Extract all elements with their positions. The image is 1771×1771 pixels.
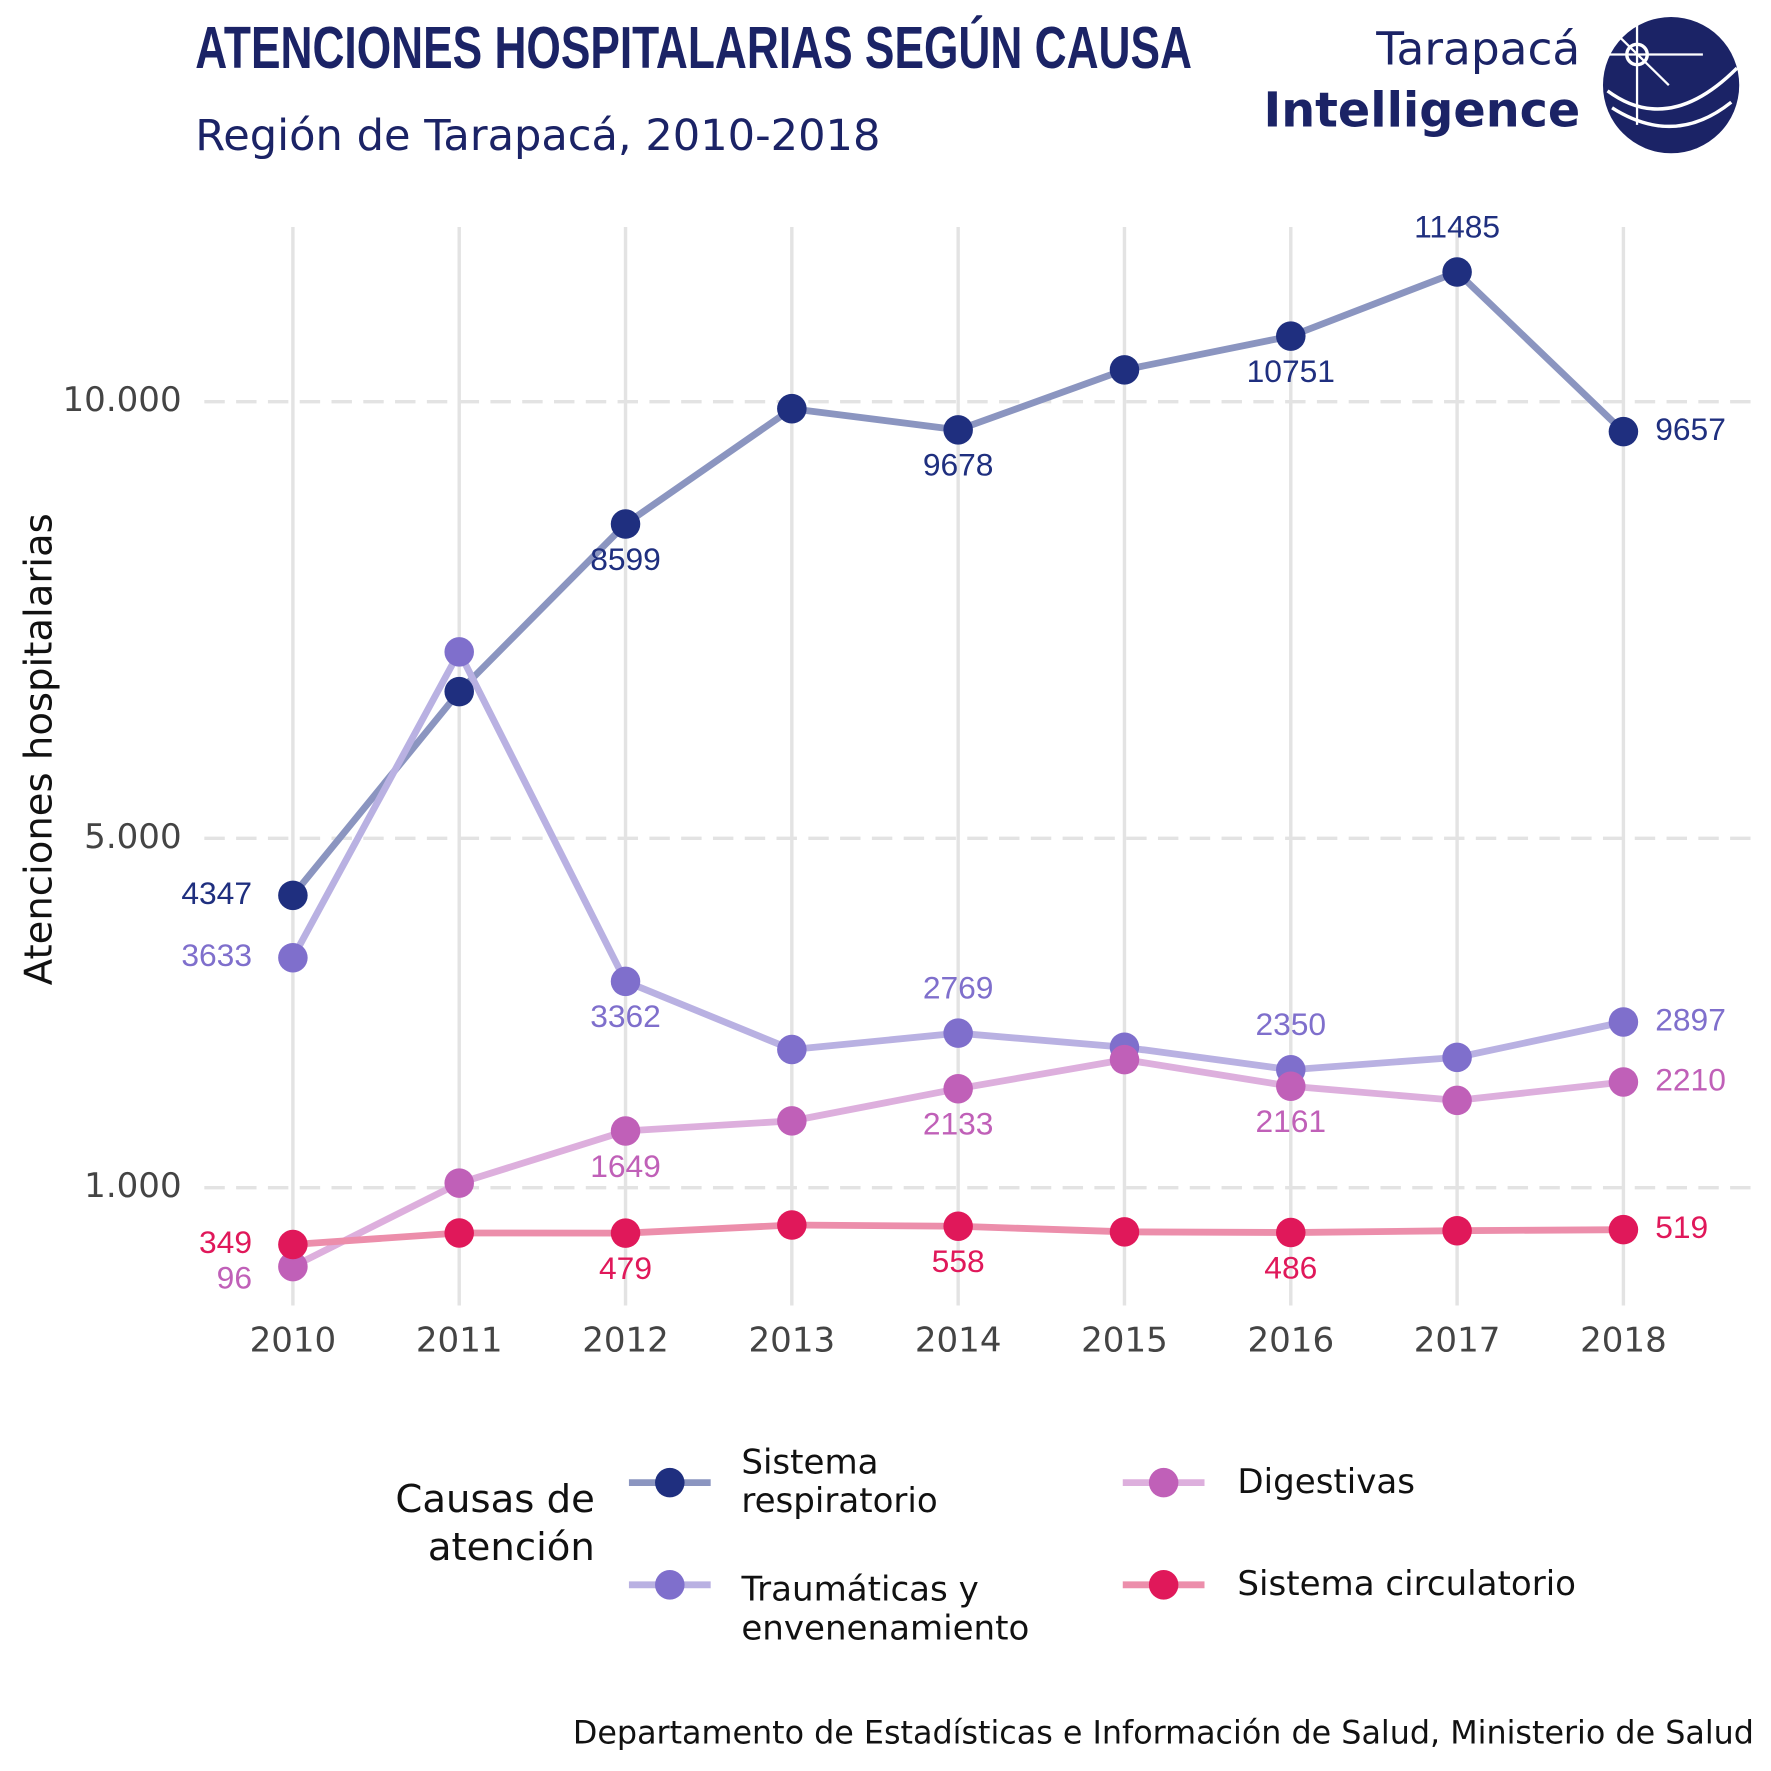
legend-entry-box: Sistema circulatorio (1237, 1564, 1577, 1605)
x-tick-label: 2013 (749, 1320, 836, 1360)
data-point (1608, 1214, 1639, 1245)
logo-text: Intelligence (1263, 84, 1580, 139)
y-axis-label: Atenciones hospitalarias (16, 513, 61, 985)
legend-title: Causas de atención (395, 1476, 595, 1571)
data-point (1276, 321, 1306, 351)
data-point (1442, 257, 1472, 287)
data-point (444, 637, 474, 667)
x-tick-label: 2017 (1414, 1320, 1501, 1360)
logo-text: Tarapacá (1375, 23, 1580, 76)
logo-icon (1602, 17, 1740, 154)
y-tick-label: 5.000 (84, 817, 181, 857)
data-point (1442, 1042, 1472, 1073)
data-label: 2350 (1255, 1006, 1326, 1042)
data-point (278, 1251, 308, 1282)
legend-title-box: Causas de atención (395, 1476, 595, 1571)
data-point (777, 1210, 807, 1240)
data-point (943, 1018, 973, 1048)
data-point (1442, 1215, 1472, 1246)
x-tick-label: 2012 (582, 1320, 669, 1360)
data-point (1276, 1217, 1306, 1248)
data-label: 3362 (590, 998, 661, 1034)
data-point (1608, 1067, 1639, 1097)
data-point (943, 1073, 973, 1104)
legend-marker (1148, 1467, 1179, 1498)
legend-entry-box: Digestivas (1237, 1462, 1416, 1502)
data-point (1109, 1217, 1140, 1247)
x-tick-label: 2018 (1580, 1320, 1667, 1360)
data-point (777, 1034, 807, 1065)
chart-subtitle: Región de Tarapacá, 2010-2018 (195, 111, 880, 161)
data-point (1442, 1085, 1472, 1116)
y-tick-label: 10.000 (63, 380, 182, 420)
x-tick-label: 2014 (915, 1320, 1002, 1360)
data-point (444, 1168, 474, 1198)
data-point (278, 880, 308, 911)
data-point (1109, 1044, 1140, 1075)
data-point (444, 1218, 474, 1248)
legend-entry: Sistema respiratorio (741, 1442, 938, 1522)
x-tick-label: 2010 (250, 1320, 337, 1360)
chart-title: ATENCIONES HOSPITALARIAS SEGÚN CAUSA (195, 15, 1192, 81)
data-label: 2210 (1655, 1061, 1726, 1097)
x-tick-label: 2011 (416, 1320, 503, 1360)
data-label: 486 (1264, 1249, 1317, 1285)
legend-entry: Sistema circulatorio (1237, 1564, 1577, 1605)
data-label: 2897 (1655, 1001, 1726, 1037)
x-tick-label: 2016 (1247, 1320, 1334, 1360)
data-point (444, 676, 474, 707)
data-label: 479 (599, 1250, 652, 1286)
data-point (610, 1218, 641, 1248)
legend-entry-box: Sistema respiratorio (741, 1442, 938, 1522)
legend-entry: Digestivas (1237, 1462, 1416, 1502)
legend-entry-box: Traumáticas y envenenamiento (741, 1570, 1030, 1642)
data-point (1276, 1071, 1306, 1102)
data-point (278, 1229, 308, 1260)
data-label: 8599 (590, 541, 661, 577)
data-point (1608, 1007, 1639, 1037)
data-label: 11485 (1414, 208, 1500, 244)
data-label: 349 (199, 1224, 252, 1260)
data-label: 2133 (923, 1106, 994, 1142)
x-tick-label: 2015 (1081, 1320, 1168, 1360)
data-point (777, 1106, 807, 1136)
data-point (943, 415, 973, 445)
data-point (777, 393, 807, 424)
data-label: 9657 (1655, 411, 1726, 447)
legend-marker (655, 1467, 685, 1498)
data-point (610, 966, 641, 997)
data-label: 558 (932, 1243, 985, 1279)
data-point (1109, 355, 1140, 385)
data-point (943, 1211, 973, 1242)
legend-entry: Traumáticas y envenenamiento (741, 1570, 1030, 1642)
data-point (278, 942, 308, 973)
data-point (610, 1116, 641, 1146)
grid: 2010 2011 2012 2013 2014 2015 2016 2017 2018 1.00… (63, 227, 1754, 1360)
data-label: 10751 (1247, 353, 1335, 389)
data-label: 2161 (1255, 1103, 1326, 1139)
source: Departamento de Estadísticas e Informaci… (573, 1716, 1754, 1752)
data-point (1608, 416, 1639, 447)
data-label: 519 (1655, 1209, 1708, 1245)
data-label: 4347 (181, 875, 252, 911)
data-label: 96 (217, 1260, 252, 1296)
y-tick-label: 1.000 (84, 1166, 181, 1206)
plot: 4347 8599 9678 10751 11485 9657 3633 3362 2769 23… (181, 208, 1726, 1641)
data-label: 1649 (590, 1148, 661, 1184)
legend-marker (655, 1570, 685, 1600)
data-point (610, 509, 641, 539)
data-label: 2769 (923, 969, 994, 1005)
legend-marker (1148, 1570, 1179, 1600)
data-label: 3633 (181, 937, 252, 973)
data-label: 9678 (923, 447, 994, 483)
